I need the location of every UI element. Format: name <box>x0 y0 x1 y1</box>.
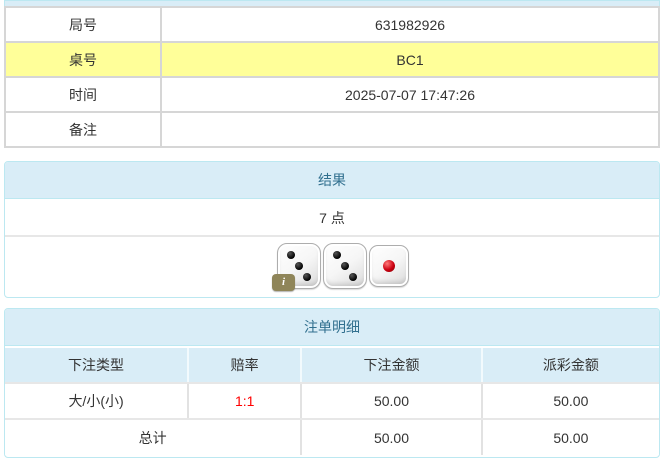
bet-row: 大/小(小) 1:1 50.00 50.00 <box>5 383 659 420</box>
cutoff-panel-header <box>4 0 660 6</box>
total-label: 总计 <box>5 419 302 455</box>
total-payout-amount: 50.00 <box>480 419 659 455</box>
die-3-icon <box>323 243 367 289</box>
result-panel: 结果 7 点 i <box>4 161 660 298</box>
col-bet-amount: 下注金额 <box>300 346 482 384</box>
table-row-remark: 备注 <box>4 111 660 148</box>
die-1-icon <box>369 245 409 287</box>
bet-odds: 1:1 <box>187 383 302 420</box>
die-3-icon: i <box>272 243 321 291</box>
game-info-table: 局号 631982926 桌号 BC1 时间 2025-07-07 17:47:… <box>4 6 660 148</box>
die-pip <box>349 273 358 282</box>
dice-row: i <box>5 237 659 295</box>
col-payout-amount: 派彩金额 <box>480 346 659 384</box>
bets-panel: 注单明细 下注类型 赔率 下注金额 派彩金额 大/小(小) 1:1 50.00 … <box>4 308 660 458</box>
total-bet-amount: 50.00 <box>300 419 482 455</box>
remark-label: 备注 <box>4 111 162 148</box>
bets-table: 下注类型 赔率 下注金额 派彩金额 大/小(小) 1:1 50.00 50.00… <box>5 346 659 455</box>
table-row-time: 时间 2025-07-07 17:47:26 <box>4 76 660 113</box>
bets-panel-title: 注单明细 <box>5 309 659 346</box>
die-pip <box>286 251 295 259</box>
time-label: 时间 <box>4 76 162 113</box>
bet-amount: 50.00 <box>300 383 482 420</box>
info-icon[interactable]: i <box>272 274 296 291</box>
bets-header-row: 下注类型 赔率 下注金额 派彩金额 <box>5 346 659 384</box>
die-pip <box>295 262 303 270</box>
round-id-label: 局号 <box>4 6 162 43</box>
die-pip <box>303 273 312 282</box>
result-panel-title: 结果 <box>5 162 659 199</box>
table-row-round-id: 局号 631982926 <box>4 6 660 43</box>
table-id-label: 桌号 <box>4 41 162 78</box>
table-id-value: BC1 <box>160 41 660 78</box>
result-points: 7 点 <box>5 199 659 237</box>
die-pip <box>341 262 349 270</box>
col-odds: 赔率 <box>187 346 302 384</box>
die-pip <box>383 260 395 272</box>
bet-type: 大/小(小) <box>5 383 189 420</box>
remark-value <box>160 111 660 148</box>
round-id-value: 631982926 <box>160 6 660 43</box>
table-row-table-id: 桌号 BC1 <box>4 41 660 78</box>
bet-payout: 50.00 <box>480 383 659 420</box>
col-bet-type: 下注类型 <box>5 346 189 384</box>
time-value: 2025-07-07 17:47:26 <box>160 76 660 113</box>
die-pip <box>332 251 341 259</box>
total-row: 总计 50.00 50.00 <box>5 419 659 455</box>
